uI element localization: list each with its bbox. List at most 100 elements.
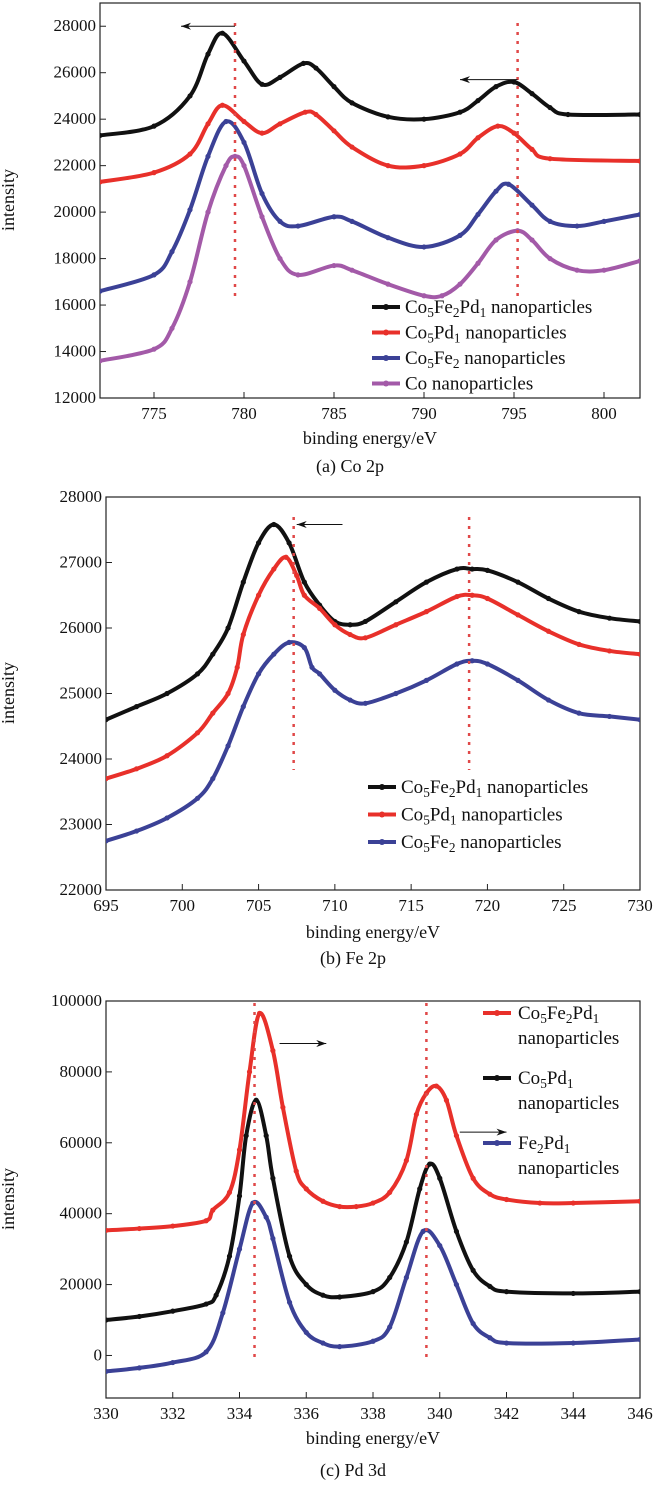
data-point	[241, 139, 247, 146]
y-axis-label: intensity	[0, 1168, 18, 1230]
data-point	[503, 1196, 510, 1203]
data-point	[421, 116, 427, 122]
series-line-1	[106, 522, 640, 722]
legend-label: Co5Pd1 nanoparticles	[401, 805, 563, 828]
data-point	[301, 645, 307, 651]
legend-label: Co5Fe2 nanoparticles	[405, 348, 566, 371]
data-point	[347, 622, 353, 628]
data-point	[637, 651, 640, 657]
data-point	[457, 281, 463, 287]
y-tick-label: 40000	[60, 1204, 103, 1223]
data-point	[637, 1198, 640, 1204]
data-point	[234, 664, 240, 670]
data-point	[303, 1281, 309, 1288]
data-point	[151, 346, 157, 352]
data-point	[210, 710, 216, 716]
data-point	[187, 279, 193, 285]
data-point	[256, 1010, 263, 1017]
data-point	[187, 93, 193, 99]
data-point	[169, 325, 175, 331]
legend-marker	[383, 329, 389, 336]
data-point	[205, 209, 211, 215]
data-point	[331, 84, 337, 90]
data-point	[403, 1157, 409, 1164]
data-point	[151, 272, 157, 278]
data-point	[423, 677, 429, 684]
y-tick-label: 22000	[60, 880, 103, 899]
data-point	[487, 1283, 493, 1289]
data-point	[511, 130, 517, 136]
series-line-2	[106, 555, 640, 781]
data-point	[243, 1133, 249, 1139]
data-point	[506, 181, 512, 187]
data-point	[570, 1200, 576, 1206]
data-point	[277, 218, 283, 225]
data-point	[203, 1218, 209, 1224]
data-point	[637, 158, 640, 164]
data-point	[469, 658, 475, 664]
y-tick-label: 100000	[51, 991, 102, 1010]
y-tick-label: 60000	[60, 1133, 103, 1152]
data-point	[417, 1186, 423, 1192]
data-point	[277, 255, 283, 262]
legend-label: Co5Fe2Pd1 nanoparticles	[405, 297, 592, 320]
data-point	[393, 690, 399, 697]
data-point	[320, 1292, 326, 1298]
y-tick-label: 20000	[54, 202, 97, 221]
data-point	[301, 592, 307, 598]
data-point	[387, 1189, 393, 1196]
data-point	[317, 605, 323, 611]
x-tick-label: 800	[591, 404, 617, 423]
data-point	[270, 1235, 276, 1242]
data-point	[133, 704, 140, 710]
data-point	[100, 179, 103, 185]
data-point	[106, 776, 109, 782]
data-point	[475, 135, 481, 141]
data-point	[194, 671, 201, 677]
data-point	[263, 1214, 269, 1220]
data-point	[194, 730, 201, 736]
data-point	[255, 540, 262, 546]
data-point	[637, 111, 640, 118]
data-point	[100, 358, 103, 364]
legend-label: Co5Pd1 nanoparticles	[405, 323, 567, 346]
data-point	[637, 1289, 640, 1295]
data-point	[232, 153, 238, 159]
data-point	[393, 622, 399, 628]
data-point	[255, 671, 262, 677]
data-point	[547, 104, 553, 111]
data-point	[271, 566, 277, 572]
legend-item-2: Co5Pd1 nanoparticles	[368, 805, 563, 828]
data-point	[169, 249, 175, 255]
legend-marker	[494, 1010, 500, 1016]
data-point	[427, 1161, 433, 1167]
data-point	[493, 84, 499, 90]
data-point	[457, 109, 463, 115]
series-line-3	[106, 640, 640, 843]
legend-item-1: Co5Fe2Pd1 nanoparticles	[368, 777, 588, 800]
data-point	[332, 622, 338, 628]
data-point	[283, 554, 289, 560]
data-point	[454, 661, 460, 667]
x-tick-label: 715	[398, 896, 424, 915]
legend-marker	[383, 355, 389, 361]
data-point	[362, 635, 368, 641]
chart-panel-2: 695 700 705 710 715 720 725 730 22000 23000 24000 2…	[0, 487, 653, 969]
data-point	[225, 743, 231, 749]
data-point	[280, 1104, 286, 1110]
data-point	[565, 111, 571, 118]
data-point	[170, 1308, 176, 1314]
data-point	[219, 102, 225, 108]
y-tick-label: 27000	[60, 553, 103, 572]
plot-frame	[99, 2, 641, 399]
data-point	[223, 118, 229, 125]
legend-label-line2: nanoparticles	[518, 1158, 619, 1179]
data-point	[133, 766, 140, 772]
series-line-3	[106, 1199, 640, 1374]
data-point	[259, 81, 265, 87]
data-point	[106, 1227, 109, 1233]
legend-item-4: Co nanoparticles	[372, 374, 533, 395]
data-point	[151, 123, 157, 129]
arrow-head-icon	[296, 521, 307, 529]
y-tick-label: 26000	[60, 618, 103, 637]
